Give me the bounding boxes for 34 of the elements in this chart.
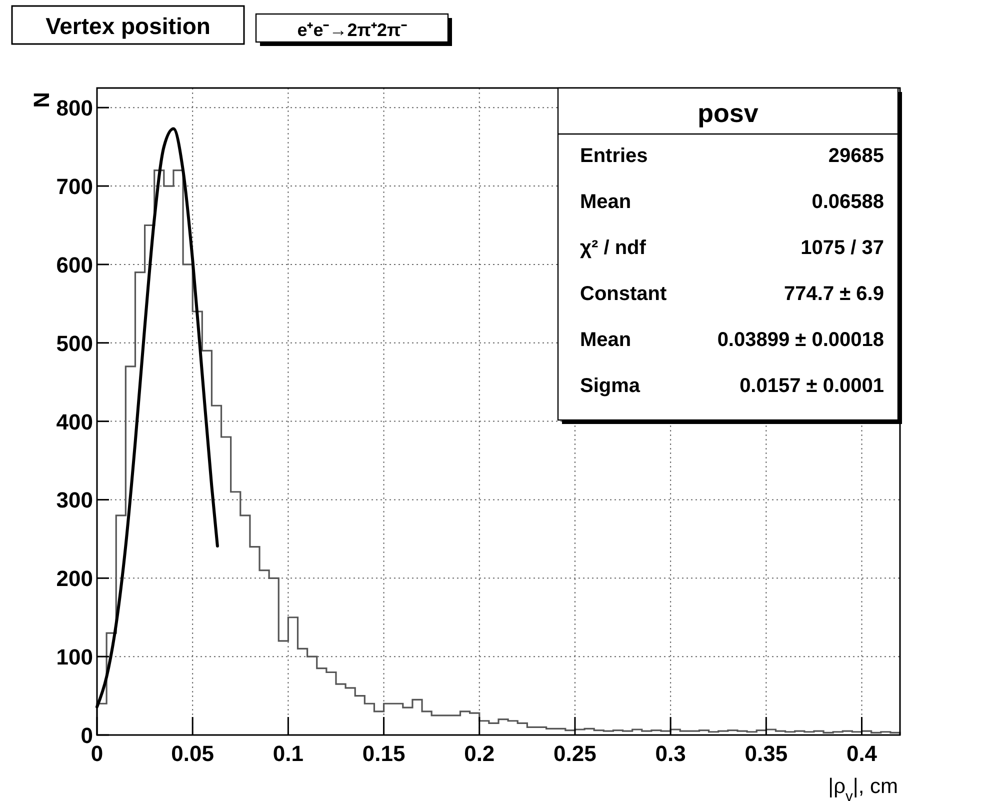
x-tick-label: 0.15 (362, 741, 406, 766)
annotation: 0.06588 (812, 191, 884, 213)
annotation: Sigma (580, 375, 641, 397)
annotation: Constant (580, 283, 667, 305)
annotation: Mean (580, 329, 632, 351)
x-axis-title: |ρ$_{v}$|, cm (828, 775, 898, 801)
y-tick-label: 100 (56, 644, 93, 670)
y-tick-label: 600 (56, 252, 93, 278)
chart-title: Vertex position (46, 13, 210, 39)
annotation: Entries (580, 145, 648, 167)
y-tick-label: 0 (80, 723, 93, 748)
x-tick-label: 0.25 (554, 741, 596, 766)
y-tick-label: 200 (56, 566, 93, 592)
annotation: 0.03899 ± 0.00018 (717, 329, 884, 351)
annotation: 29685 (828, 145, 884, 167)
x-tick-label: 0.1 (272, 741, 304, 766)
y-tick-label: 400 (56, 409, 93, 434)
x-tick-label: 0.05 (171, 741, 214, 766)
y-axis-title: N (29, 92, 54, 108)
annotation: 0.0157 ± 0.0001 (740, 375, 884, 397)
annotation: posv (698, 98, 759, 128)
annotation: 774.7 ± 6.9 (784, 283, 884, 305)
x-tick-label: 0.4 (846, 741, 878, 766)
y-tick-label: 800 (56, 96, 93, 121)
y-tick-label: 500 (56, 330, 93, 356)
x-tick-label: 0.35 (744, 741, 788, 766)
x-tick-label: 0.2 (464, 741, 495, 766)
y-tick-label: 300 (56, 488, 93, 513)
annotation: χ² / ndf (580, 237, 646, 259)
annotation: 1075 / 37 (800, 237, 884, 259)
x-tick-label: 0.3 (655, 741, 686, 766)
y-tick-label: 700 (56, 174, 93, 200)
annotation: Mean (580, 191, 632, 213)
chart-subtitle: e⁺e⁻→2π⁺2π⁻ (297, 20, 407, 40)
